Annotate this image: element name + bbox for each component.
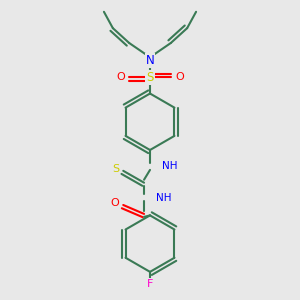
Text: S: S bbox=[146, 71, 154, 84]
Text: F: F bbox=[147, 279, 153, 289]
Text: N: N bbox=[146, 54, 154, 67]
Text: S: S bbox=[112, 164, 119, 174]
Text: O: O bbox=[110, 199, 119, 208]
Text: NH: NH bbox=[162, 161, 177, 171]
Text: NH: NH bbox=[156, 193, 171, 202]
Text: O: O bbox=[175, 72, 184, 82]
Text: O: O bbox=[116, 72, 125, 82]
